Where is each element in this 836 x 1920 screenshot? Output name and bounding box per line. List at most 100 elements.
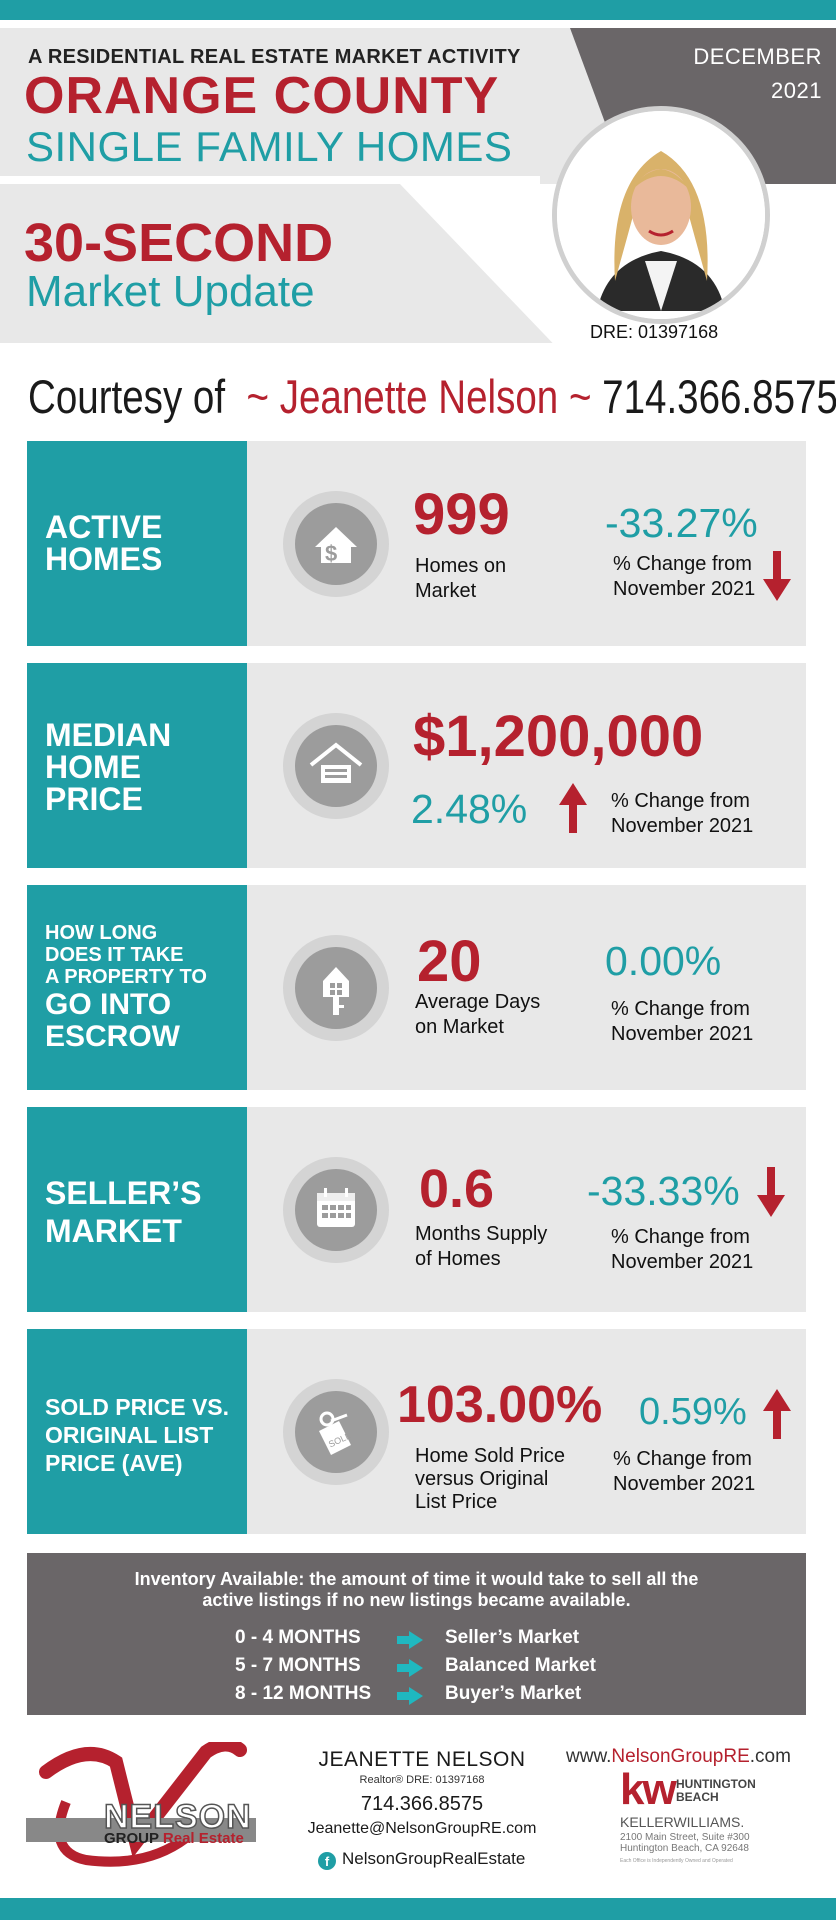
card-title-line: PRICE (AVE)	[45, 1450, 183, 1476]
change-percent: 0.00%	[605, 938, 722, 984]
category-title: SINGLE FAMILY HOMES	[26, 123, 513, 170]
calendar-icon	[283, 1157, 389, 1263]
report-month: DECEMBER	[693, 44, 822, 69]
metric-label: Average Days on Market	[415, 990, 540, 1040]
header-divider	[0, 176, 540, 184]
house-key-icon	[283, 935, 389, 1041]
change-label: % Change from November 2021	[611, 997, 753, 1047]
card-title-panel: SELLER’S MARKET	[27, 1107, 247, 1312]
keller-williams-logo: kw HUNTINGTON BEACH KELLERWILLIAMS. 2100…	[618, 1768, 818, 1874]
website-suffix: .com	[749, 1746, 791, 1767]
card-title-line: SOLD PRICE VS.	[45, 1394, 230, 1420]
inventory-range: 5 - 7 MONTHS	[235, 1655, 361, 1676]
card-title-line: HOW LONG	[45, 922, 158, 944]
kw-brand: KELLERWILLIAMS.	[620, 1814, 745, 1830]
metric-label-line: Months Supply	[415, 1223, 548, 1245]
update-subtitle: Market Update	[26, 267, 315, 316]
card-title-panel: HOW LONG DOES IT TAKE A PROPERTY TO GO I…	[27, 885, 247, 1090]
kw-office-line: BEACH	[676, 1790, 719, 1804]
change-label-line: November 2021	[613, 578, 756, 600]
update-title: 30-SECOND	[24, 213, 334, 273]
metric-label-line: versus Original	[415, 1468, 549, 1490]
card-sold-vs-list: SOLD PRICE VS. ORIGINAL LIST PRICE (AVE)…	[27, 1329, 806, 1534]
nelson-group-logo: NELSON GROUP Real Estate	[26, 1742, 266, 1870]
kw-address-line: Huntington Beach, CA 92648	[620, 1843, 749, 1854]
courtesy-agent-name: ~ Jeanette Nelson ~	[246, 370, 592, 423]
logo-group-word: GROUP	[104, 1830, 159, 1847]
sold-tag-icon: SOLD	[283, 1379, 389, 1485]
card-title-line: ACTIVE	[45, 509, 163, 545]
metric-label: Homes on Market	[415, 554, 506, 604]
facebook-icon: f	[318, 1852, 336, 1870]
change-label: % Change from November 2021	[611, 1225, 753, 1275]
card-title-line: MEDIAN	[45, 717, 172, 753]
change-label-line: % Change from	[613, 553, 752, 575]
metric-value: 20	[417, 929, 482, 994]
change-label: % Change from November 2021	[611, 789, 753, 839]
card-title-line: GO INTO	[45, 988, 172, 1021]
inventory-range: 8 - 12 MONTHS	[235, 1683, 372, 1704]
card-days-on-market: HOW LONG DOES IT TAKE A PROPERTY TO GO I…	[27, 885, 806, 1090]
courtesy-line: Courtesy of ~ Jeanette Nelson ~ 714.366.…	[28, 368, 836, 426]
card-title-line: HOMES	[45, 541, 163, 577]
change-percent: 2.48%	[411, 786, 528, 832]
card-title-panel: SOLD PRICE VS. ORIGINAL LIST PRICE (AVE)	[27, 1329, 247, 1534]
change-label-line: % Change from	[613, 1448, 752, 1470]
inventory-legend: Inventory Available: the amount of time …	[27, 1553, 806, 1715]
metric-label: Months Supply of Homes	[415, 1222, 547, 1272]
metric-label-line: Home Sold Price	[415, 1445, 566, 1467]
bottom-accent-bar	[0, 1898, 836, 1920]
card-title-line: ORIGINAL LIST	[45, 1422, 214, 1448]
metric-value: $1,200,000	[413, 704, 704, 769]
logo-real-estate-word: Real Estate	[162, 1830, 244, 1847]
kw-office: HUNTINGTON BEACH	[676, 1778, 756, 1804]
card-title-line: A PROPERTY TO	[45, 966, 207, 988]
arrow-down-icon	[757, 1167, 785, 1217]
metric-value: 103.00%	[397, 1376, 603, 1434]
top-accent-bar	[0, 0, 836, 20]
change-label-line: % Change from	[611, 998, 750, 1020]
inventory-market: Balanced Market	[445, 1655, 597, 1676]
arrow-right-icon	[397, 1631, 423, 1649]
footer-credentials: Realtor® DRE: 01397168	[359, 1774, 485, 1786]
change-label-line: November 2021	[613, 1473, 756, 1495]
metric-value: 0.6	[419, 1159, 495, 1219]
footer-email[interactable]: Jeanette@NelsonGroupRE.com	[307, 1820, 537, 1837]
metric-label-line: Market	[415, 580, 477, 602]
card-title-line: SELLER’S	[45, 1175, 202, 1211]
card-active-homes: ACTIVE HOMES $ 999 Homes on Market -33.2…	[27, 441, 806, 646]
metric-label: Home Sold Price versus Original List Pri…	[415, 1445, 565, 1514]
card-title-line: DOES IT TAKE	[45, 944, 184, 966]
change-percent: -33.27%	[605, 500, 758, 546]
agent-dre: DRE: 01397168	[590, 322, 719, 342]
kw-mark: kw	[620, 1765, 677, 1814]
change-percent: -33.33%	[587, 1168, 740, 1214]
metric-value: 999	[413, 482, 510, 547]
website-link[interactable]: www.NelsonGroupRE.com	[566, 1746, 791, 1768]
card-months-supply: SELLER’S MARKET 0.6 Months Supply of Hom…	[27, 1107, 806, 1312]
footer-facebook[interactable]: f NelsonGroupRealEstate	[318, 1849, 525, 1870]
card-title-line: HOME	[45, 749, 141, 785]
logo-group-text: GROUP Real Estate	[104, 1830, 244, 1847]
inventory-range: 0 - 4 MONTHS	[235, 1627, 361, 1648]
metric-label-line: Average Days	[415, 991, 541, 1013]
footer-phone[interactable]: 714.366.8575	[360, 1793, 484, 1815]
arrow-up-icon	[763, 1389, 791, 1439]
metric-label-line: List Price	[415, 1491, 498, 1513]
inventory-description-line: Inventory Available: the amount of time …	[134, 1569, 699, 1589]
inventory-description: Inventory Available: the amount of time …	[27, 1569, 806, 1611]
website-prefix: www.	[566, 1746, 612, 1767]
change-label: % Change from November 2021	[613, 1447, 755, 1497]
metric-label-line: Homes on	[415, 555, 507, 577]
agent-photo	[552, 106, 770, 324]
report-subtitle: A RESIDENTIAL REAL ESTATE MARKET ACTIVIT…	[28, 46, 521, 68]
change-label: % Change from November 2021	[613, 552, 755, 602]
change-label-line: % Change from	[611, 790, 750, 812]
card-median-price: MEDIAN HOME PRICE $1,200,000 2.48% % Cha…	[27, 663, 806, 868]
inventory-market: Seller’s Market	[445, 1627, 580, 1648]
website-domain: NelsonGroupRE	[611, 1746, 750, 1767]
change-label-line: November 2021	[611, 1023, 754, 1045]
change-label-line: November 2021	[611, 815, 754, 837]
inventory-description-line: active listings if no new listings becam…	[202, 1590, 631, 1610]
courtesy-phone: 714.366.8575	[602, 370, 836, 423]
